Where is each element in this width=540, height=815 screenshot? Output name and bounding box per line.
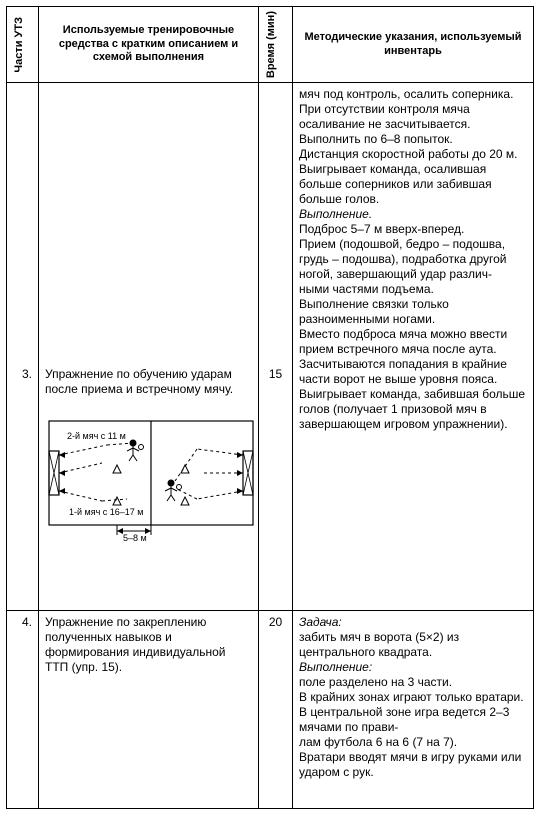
- diagram-label-ball1: 1-й мяч с 16–17 м: [69, 507, 144, 517]
- row-notes: мяч под контроль, осалить соперника. При…: [293, 83, 534, 611]
- header-time: Время (мин): [259, 7, 293, 83]
- header-row: Части УТЗ Используемые тренировочные сре…: [7, 7, 534, 83]
- header-means: Используемые тренировочные средства с кр…: [39, 7, 259, 83]
- diagram-label-dist: 5–8 м: [123, 533, 147, 543]
- header-notes: Методические указания, используемый инве…: [293, 7, 534, 83]
- diagram-svg: 2-й мяч с 11 м 1-й мяч с 16–17 м 5–8 м: [47, 403, 255, 543]
- row-number: 3.: [7, 83, 39, 611]
- training-table: Части УТЗ Используемые тренировочные сре…: [6, 6, 534, 809]
- row-number: 4.: [7, 611, 39, 809]
- row-time: 20: [259, 611, 293, 809]
- table-row: 4. Упражнение по закреплению полученных …: [7, 611, 534, 809]
- exercise-description: Упражнение по обучению ударам после прие…: [39, 83, 259, 611]
- field-diagram: 2-й мяч с 11 м 1-й мяч с 16–17 м 5–8 м: [47, 403, 250, 543]
- row-notes: Задача: забить мяч в ворота (5×2) из цен…: [293, 611, 534, 809]
- exercise-description: Упражнение по закреплению полученных нав…: [39, 611, 259, 809]
- table-row: 3. Упражнение по обучению ударам после п…: [7, 83, 534, 611]
- header-parts: Части УТЗ: [7, 7, 39, 83]
- diagram-label-ball2: 2-й мяч с 11 м: [67, 431, 126, 441]
- row-time: 15: [259, 83, 293, 611]
